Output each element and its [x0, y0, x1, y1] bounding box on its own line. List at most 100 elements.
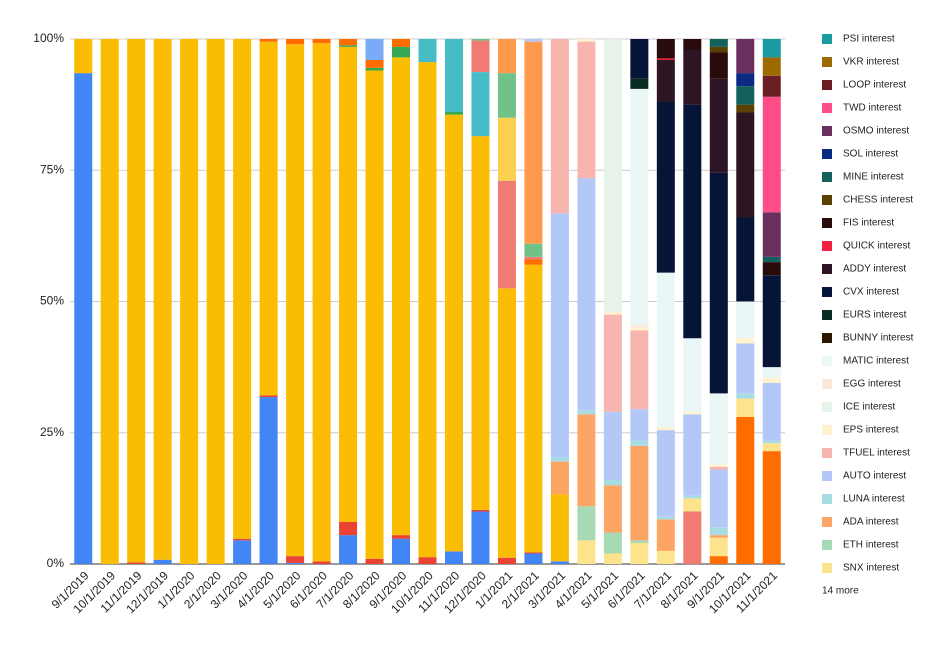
- bar-segment: [630, 440, 649, 446]
- legend-label: CVX interest: [843, 287, 899, 298]
- bar-segment: [603, 314, 622, 412]
- bar-segment: [709, 46, 728, 53]
- bar-segment: [471, 511, 490, 564]
- bar-segment: [312, 39, 331, 44]
- legend-label: AUTO interest: [843, 471, 906, 482]
- bar-segment: [497, 288, 516, 558]
- bar-segment: [630, 543, 649, 564]
- bar-segment: [709, 52, 728, 79]
- bar-segment: [709, 537, 728, 557]
- bar-segment: [339, 46, 358, 522]
- bar-segment: [656, 58, 675, 60]
- legend-swatch: [822, 333, 832, 343]
- bar-segment: [683, 338, 702, 412]
- bar-segment: [550, 561, 569, 564]
- bar-segment: [259, 397, 278, 564]
- bar-segment: [524, 264, 543, 553]
- bar-segment: [286, 556, 305, 563]
- bar-segment: [339, 535, 358, 564]
- bar-segment: [630, 325, 649, 328]
- bar-segment: [656, 272, 675, 428]
- bar-segment: [233, 540, 252, 564]
- bar-segment: [233, 39, 252, 539]
- legend-swatch: [822, 471, 832, 481]
- legend-label: SOL interest: [843, 149, 898, 160]
- bar-segment: [471, 509, 490, 512]
- bar-segment: [709, 535, 728, 538]
- bar-segment: [736, 217, 755, 302]
- bar-segment: [100, 39, 119, 564]
- bar-segment: [736, 39, 755, 74]
- bar-segment: [762, 367, 781, 378]
- bar-segment: [630, 409, 649, 441]
- bar-segment: [736, 112, 755, 218]
- bar-segment: [656, 427, 675, 431]
- bar-segment: [603, 411, 622, 480]
- bar-segment: [603, 553, 622, 564]
- legend-label: ADDY interest: [843, 264, 906, 275]
- legend-label: EURS interest: [843, 310, 907, 321]
- bar-segment: [709, 39, 728, 47]
- bar-segment: [497, 557, 516, 564]
- bar-segment: [312, 561, 331, 564]
- bar-segment: [736, 73, 755, 87]
- bar-segment: [392, 535, 411, 539]
- bar-segment: [497, 180, 516, 289]
- bar-segment: [550, 457, 569, 462]
- bar-segment: [709, 464, 728, 467]
- bar-segment: [471, 40, 490, 73]
- bar-segment: [339, 45, 358, 47]
- bar-segment: [709, 78, 728, 173]
- legend-swatch: [822, 218, 832, 228]
- bar-segment: [444, 39, 463, 112]
- bar-segment: [656, 102, 675, 273]
- bar-segment: [762, 440, 781, 444]
- bar-segment: [524, 39, 543, 42]
- bar-segment: [683, 49, 702, 105]
- bar-segment: [630, 88, 649, 326]
- legend-swatch: [822, 287, 832, 297]
- bar-segment: [656, 60, 675, 102]
- legend-swatch: [822, 379, 832, 389]
- bar-segment: [762, 57, 781, 76]
- bar-segment: [524, 256, 543, 260]
- bar-segment: [762, 256, 781, 263]
- bar-segment: [630, 540, 649, 543]
- bar-segment: [74, 39, 93, 74]
- legend-label: LUNA interest: [843, 494, 905, 505]
- legend-swatch: [822, 264, 832, 274]
- bar-segment: [127, 562, 146, 564]
- bar-segment: [392, 57, 411, 536]
- bar-segment: [365, 60, 384, 68]
- bar-segment: [736, 343, 755, 394]
- y-tick-label: 50%: [40, 294, 64, 308]
- bar-segment: [762, 39, 781, 58]
- bar-segment: [656, 430, 675, 517]
- bar-segment: [577, 410, 596, 415]
- legend-label: TFUEL interest: [843, 448, 910, 459]
- bar-segment: [762, 377, 781, 383]
- bar-segment: [365, 70, 384, 559]
- bar-segment: [656, 550, 675, 564]
- bar-segment: [550, 494, 569, 562]
- bar-segment: [709, 393, 728, 465]
- legend-label: ETH interest: [843, 540, 899, 551]
- bar-segment: [683, 498, 702, 512]
- bar-segment: [339, 522, 358, 536]
- bar-segment: [497, 117, 516, 181]
- bar-segment: [471, 72, 490, 137]
- bar-segment: [656, 39, 675, 59]
- bar-segment: [603, 485, 622, 533]
- legend-label: BUNNY interest: [843, 333, 914, 344]
- bar-segment: [577, 414, 596, 507]
- bar-segment: [286, 39, 305, 45]
- legend-swatch: [822, 517, 832, 527]
- bar-segment: [603, 39, 622, 312]
- legend-swatch: [822, 195, 832, 205]
- legend-label: QUICK interest: [843, 241, 910, 252]
- legend-label: MATIC interest: [843, 356, 909, 367]
- bar-segment: [365, 67, 384, 71]
- y-tick-label: 75%: [40, 162, 64, 176]
- bar-segment: [630, 327, 649, 331]
- bar-segment: [233, 538, 252, 541]
